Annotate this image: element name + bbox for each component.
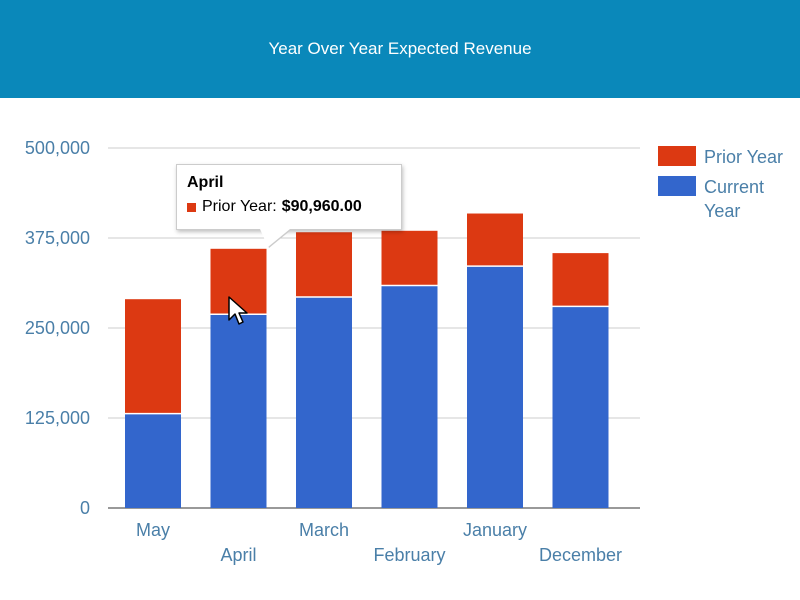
arrow-cursor-icon bbox=[228, 296, 248, 325]
legend-label[interactable]: Prior Year bbox=[704, 147, 783, 167]
bar-prior-year[interactable] bbox=[381, 230, 438, 286]
x-tick-label: December bbox=[539, 545, 622, 565]
bar-prior-year[interactable] bbox=[210, 248, 267, 315]
bar-prior-year[interactable] bbox=[296, 232, 352, 298]
x-tick-label: January bbox=[463, 520, 527, 540]
x-tick-label: February bbox=[373, 545, 445, 565]
tooltip: April Prior Year: $90,960.00 bbox=[176, 164, 402, 230]
y-tick-label: 375,000 bbox=[25, 228, 90, 248]
bar-current-year[interactable] bbox=[381, 285, 438, 508]
bar-prior-year[interactable] bbox=[467, 213, 523, 267]
y-tick-label: 0 bbox=[80, 498, 90, 518]
x-tick-label: May bbox=[136, 520, 170, 540]
bar-prior-year[interactable] bbox=[125, 299, 181, 414]
bar-current-year[interactable] bbox=[125, 413, 181, 508]
y-tick-label: 250,000 bbox=[25, 318, 90, 338]
tooltip-tail bbox=[260, 229, 290, 247]
legend-swatch[interactable] bbox=[658, 176, 696, 196]
tooltip-row: Prior Year: $90,960.00 bbox=[187, 198, 391, 216]
chart: 0 125,000 250,000 375,000 500,000 May April Mar… bbox=[25, 138, 783, 565]
bar-current-year[interactable] bbox=[296, 297, 352, 508]
x-tick-label: April bbox=[220, 545, 256, 565]
legend-swatch[interactable] bbox=[658, 146, 696, 166]
chart-header: Year Over Year Expected Revenue bbox=[0, 0, 800, 98]
bar-current-year[interactable] bbox=[210, 314, 267, 508]
legend-label[interactable]: Current Year bbox=[704, 177, 764, 221]
y-tick-label: 500,000 bbox=[25, 138, 90, 158]
tooltip-swatch bbox=[187, 202, 196, 212]
bar-prior-year[interactable] bbox=[552, 253, 609, 307]
y-tick-label: 125,000 bbox=[25, 408, 90, 428]
tooltip-series-label: Prior Year: bbox=[202, 198, 277, 215]
tooltip-value: $90,960.00 bbox=[281, 198, 362, 215]
tooltip-title: April bbox=[187, 174, 224, 191]
bar-current-year[interactable] bbox=[467, 266, 523, 508]
bar-current-year[interactable] bbox=[552, 306, 609, 508]
chart-title: Year Over Year Expected Revenue bbox=[268, 39, 532, 58]
x-tick-label: March bbox=[299, 520, 349, 540]
